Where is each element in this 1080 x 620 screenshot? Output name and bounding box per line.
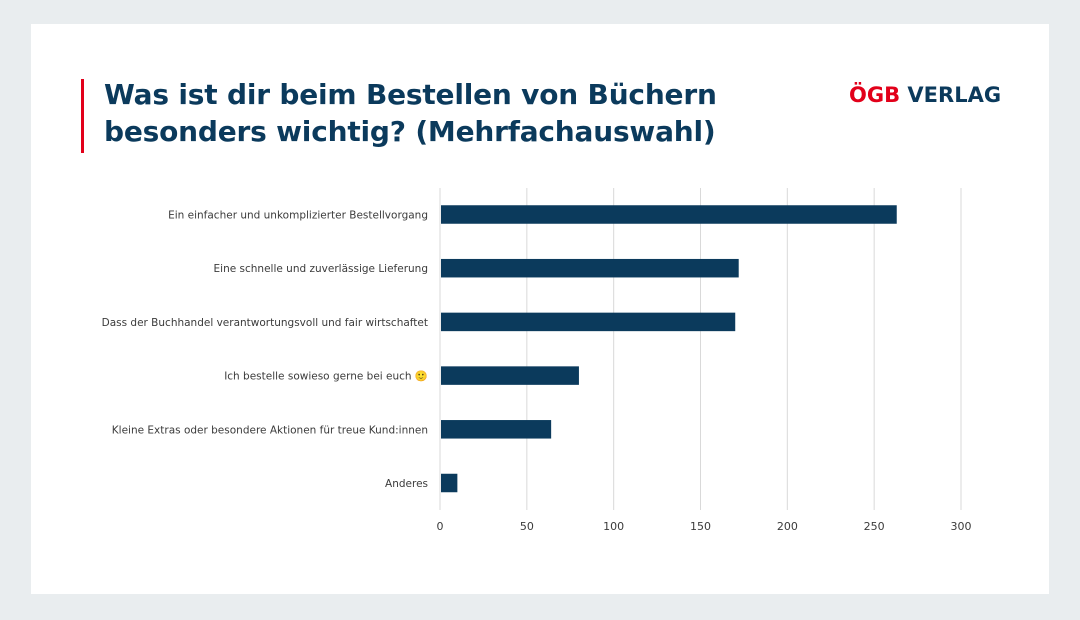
title-line-2: besonders wichtig? (Mehrfachauswahl) bbox=[104, 115, 716, 148]
oegb-verlag-logo: ÖGB VERLAG bbox=[849, 82, 1001, 108]
bars bbox=[441, 205, 897, 493]
category-label: Eine schnelle und zuverlässige Lieferung bbox=[214, 263, 428, 275]
x-tick-label: 100 bbox=[603, 520, 624, 533]
x-tick-label: 250 bbox=[864, 520, 885, 533]
title-line-1: Was ist dir beim Bestellen von Büchern bbox=[104, 78, 717, 111]
x-axis-tick-labels: 0 50 100 150 200 250 300 bbox=[437, 520, 972, 533]
x-tick-label: 200 bbox=[777, 520, 798, 533]
bar bbox=[441, 312, 736, 332]
logo-verlag: VERLAG bbox=[900, 83, 1002, 107]
bar bbox=[441, 205, 897, 224]
category-label: Kleine Extras oder besondere Aktionen fü… bbox=[112, 424, 428, 436]
bar bbox=[441, 473, 458, 493]
grid-lines bbox=[439, 188, 962, 510]
category-label: Dass der Buchhandel verantwortungsvoll u… bbox=[102, 317, 428, 329]
bar bbox=[441, 420, 552, 439]
x-tick-label: 300 bbox=[951, 520, 972, 533]
bar bbox=[441, 366, 579, 385]
x-tick-label: 50 bbox=[520, 520, 534, 533]
category-labels: Ein einfacher und unkomplizierter Bestel… bbox=[102, 210, 428, 491]
x-tick-label: 0 bbox=[437, 520, 444, 533]
category-label: Ich bestelle sowieso gerne bei euch 🙂 bbox=[224, 370, 428, 383]
logo-oegb: ÖGB bbox=[849, 83, 901, 107]
bar bbox=[441, 258, 739, 278]
title-accent-bar bbox=[81, 79, 84, 153]
category-label: Ein einfacher und unkomplizierter Bestel… bbox=[168, 210, 428, 222]
category-label: Anderes bbox=[385, 478, 428, 490]
page-title: Was ist dir beim Bestellen von Büchern b… bbox=[104, 76, 804, 150]
x-tick-label: 150 bbox=[690, 520, 711, 533]
chart-card: Was ist dir beim Bestellen von Büchern b… bbox=[31, 24, 1049, 594]
